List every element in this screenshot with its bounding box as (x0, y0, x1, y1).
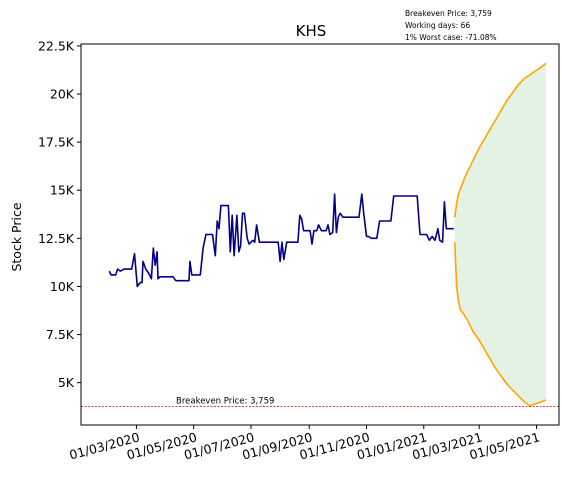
y-tick-label: 22.5K (38, 38, 75, 53)
breakeven-label: Breakeven Price: 3,759 (176, 397, 274, 407)
info-line-worst-case: 1% Worst case: -71.08% (405, 33, 497, 42)
info-line-breakeven: Breakeven Price: 3,759 (405, 9, 492, 18)
y-axis-ticks: 5K 7.5K 10K 12.5K 15K 17.5K 20K 22.5K (38, 38, 81, 390)
forecast-band-layer (454, 63, 546, 406)
y-tick-label: 10K (50, 279, 75, 294)
info-box: Breakeven Price: 3,759 Working days: 66 … (405, 9, 497, 42)
chart-title: KHS (296, 22, 327, 40)
y-tick-label: 20K (50, 87, 75, 102)
series-lines-layer (108, 62, 547, 407)
forecast-upper-line (454, 62, 547, 218)
y-tick-label: 7.5K (46, 327, 75, 342)
info-line-working-days: Working days: 66 (405, 21, 470, 30)
y-axis-label: Stock Price (9, 202, 24, 271)
forecast-lower-line (454, 242, 547, 407)
x-axis-ticks: 01/03/202001/05/202001/07/202001/09/2020… (68, 425, 541, 463)
y-tick-label: 5K (58, 375, 75, 390)
breakeven-layer: Breakeven Price: 3,759 (81, 397, 559, 407)
y-tick-label: 15K (50, 183, 75, 198)
y-tick-label: 17.5K (38, 135, 75, 150)
history-line (108, 193, 454, 288)
plot-frame (80, 43, 560, 426)
forecast-band (454, 63, 546, 406)
y-tick-label: 12.5K (38, 231, 75, 246)
